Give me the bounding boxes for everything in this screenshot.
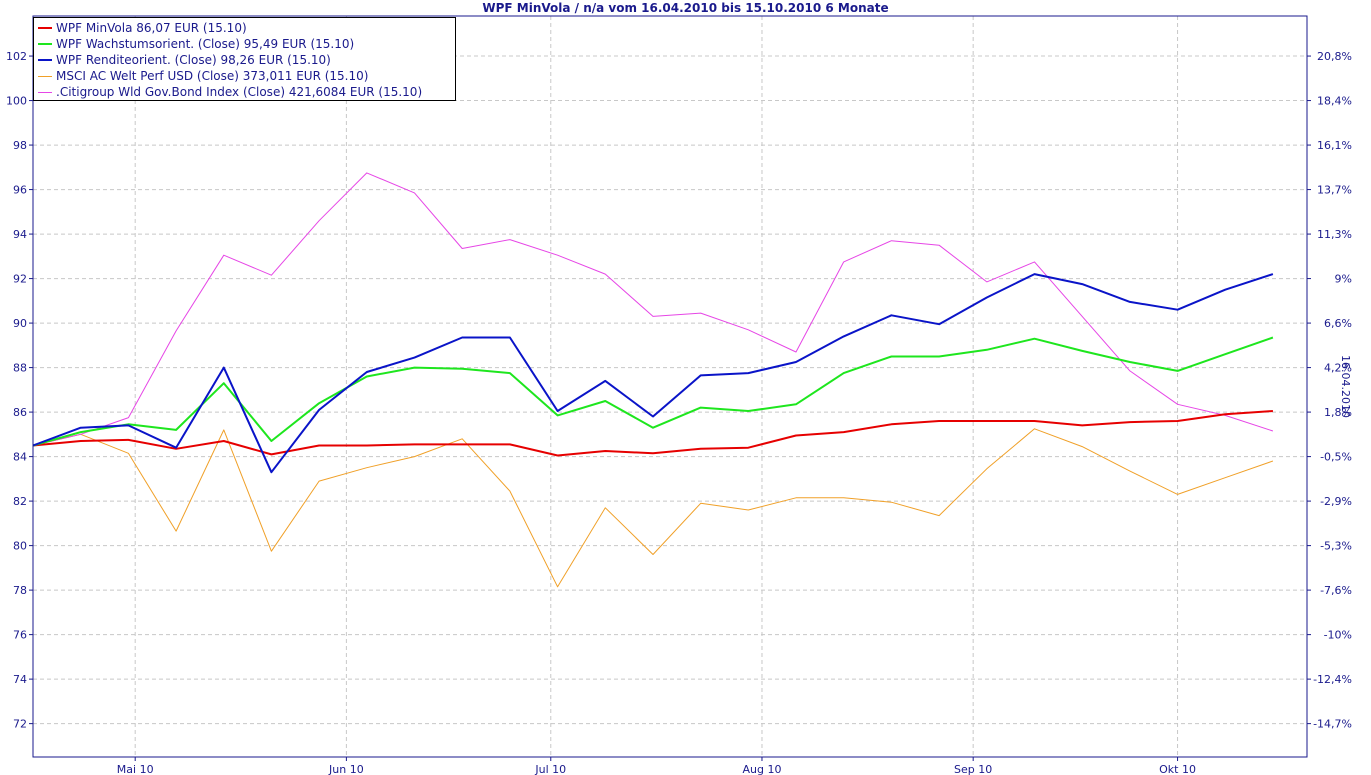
y-right-tick-label: -12,4% — [1313, 673, 1352, 686]
gridlines — [33, 16, 1307, 757]
y-tick-label: 82 — [13, 495, 27, 508]
axes: 72 74 76 78 80 82 84 86 88 90 92 94 96 98 100 102 20,8% 1… — [6, 50, 1352, 775]
y-right-tick-label: -0,5% — [1320, 451, 1352, 464]
x-tick-label: Mai 10 — [117, 763, 154, 775]
y-tick-label: 72 — [13, 718, 27, 731]
y-right-tick-label: -10% — [1324, 629, 1352, 642]
plot-frame — [32, 15, 1308, 758]
legend-item: WPF Renditeorient. (Close) 98,26 EUR (15… — [38, 52, 451, 68]
right-axis-title: 16.04.2010 — [1339, 355, 1352, 418]
series-line-5 — [32, 172, 1274, 446]
legend-swatch — [38, 43, 52, 45]
y-tick-label: 84 — [13, 451, 27, 464]
legend-item: MSCI AC Welt Perf USD (Close) 373,011 EU… — [38, 68, 451, 84]
x-tick-label: Aug 10 — [742, 763, 781, 775]
legend-item: .Citigroup Wld Gov.Bond Index (Close) 42… — [38, 84, 451, 100]
y-tick-label: 78 — [13, 584, 27, 597]
y-tick-label: 96 — [13, 184, 27, 197]
series-lines — [32, 172, 1274, 588]
y-tick-label: 86 — [13, 406, 27, 419]
legend-label: WPF Wachstumsorient. (Close) 95,49 EUR (… — [56, 37, 355, 51]
y-tick-label: 76 — [13, 629, 27, 642]
y-tick-label: 92 — [13, 273, 27, 286]
series-line-2 — [32, 336, 1274, 447]
legend-swatch — [38, 75, 52, 77]
legend-label: WPF Renditeorient. (Close) 98,26 EUR (15… — [56, 53, 331, 67]
y-tick-label: 102 — [6, 50, 27, 63]
x-tick-label: Sep 10 — [954, 763, 992, 775]
y-tick-label: 90 — [13, 317, 27, 330]
y-right-tick-label: 6,6% — [1324, 317, 1352, 330]
legend-label: .Citigroup Wld Gov.Bond Index (Close) 42… — [56, 85, 423, 99]
y-right-tick-label: 4,2% — [1324, 362, 1352, 375]
series-line-1 — [32, 410, 1273, 457]
y-right-tick-label: 16,1% — [1317, 139, 1352, 152]
legend-item: WPF MinVola 86,07 EUR (15.10) — [38, 20, 451, 36]
y-tick-label: 88 — [13, 362, 27, 375]
legend-swatch — [38, 59, 52, 61]
y-right-tick-label: 18,4% — [1317, 95, 1352, 108]
y-tick-label: 100 — [6, 95, 27, 108]
x-tick-label: Jul 10 — [534, 763, 566, 775]
y-tick-label: 98 — [13, 139, 27, 152]
legend-label: WPF MinVola 86,07 EUR (15.10) — [56, 21, 247, 35]
y-right-tick-label: -7,6% — [1320, 584, 1352, 597]
legend-swatch — [38, 27, 52, 29]
legend-item: WPF Wachstumsorient. (Close) 95,49 EUR (… — [38, 36, 451, 52]
series-line-3 — [32, 273, 1274, 474]
y-right-tick-label: 9% — [1335, 273, 1352, 286]
y-right-tick-label: -14,7% — [1313, 718, 1352, 731]
y-right-tick-label: 11,3% — [1317, 228, 1352, 241]
series-line-4 — [32, 428, 1274, 588]
legend-label: MSCI AC Welt Perf USD (Close) 373,011 EU… — [56, 69, 369, 83]
y-tick-label: 94 — [13, 228, 27, 241]
chart-title: WPF MinVola / n/a vom 16.04.2010 bis 15.… — [482, 1, 889, 15]
y-right-tick-label: 13,7% — [1317, 184, 1352, 197]
y-tick-label: 74 — [13, 673, 27, 686]
y-right-tick-label: -5,3% — [1320, 540, 1352, 553]
legend: WPF MinVola 86,07 EUR (15.10) WPF Wachstu… — [33, 17, 456, 101]
y-right-tick-label: 20,8% — [1317, 50, 1352, 63]
x-tick-label: Okt 10 — [1159, 763, 1196, 775]
legend-swatch — [38, 91, 52, 93]
y-tick-label: 80 — [13, 540, 27, 553]
y-right-tick-label: 1,8% — [1324, 406, 1352, 419]
y-right-tick-label: -2,9% — [1320, 495, 1352, 508]
x-tick-label: Jun 10 — [328, 763, 364, 775]
